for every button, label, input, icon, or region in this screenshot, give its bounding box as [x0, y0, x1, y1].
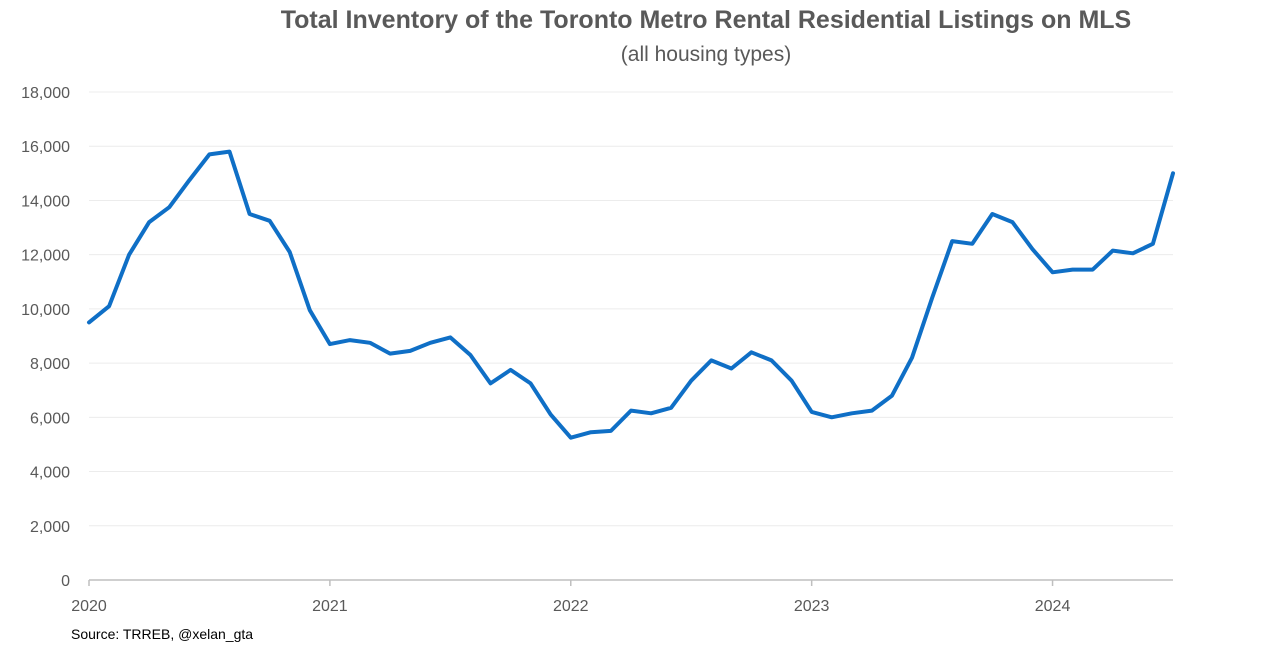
y-axis-tick-labels: 0 2,000 4,000 6,000 8,000 10,000 12,000 14,000 1… — [21, 85, 70, 590]
data-point — [629, 409, 633, 413]
data-point — [328, 342, 332, 346]
x-tick-label: 2020 — [71, 598, 107, 615]
y-tick-label: 0 — [61, 573, 70, 590]
data-point — [187, 178, 191, 182]
data-point — [127, 253, 131, 257]
y-tick-label: 14,000 — [21, 193, 70, 210]
data-point — [1171, 171, 1175, 175]
x-axis-ticks: 2020 2021 2022 2023 2024 — [71, 580, 1070, 615]
data-point — [1051, 270, 1055, 274]
data-point — [428, 341, 432, 345]
data-point — [147, 220, 151, 224]
y-tick-label: 8,000 — [30, 356, 70, 373]
data-point — [589, 430, 593, 434]
data-point — [790, 379, 794, 383]
chart-subtitle: (all housing types) — [620, 43, 792, 66]
data-point — [288, 250, 292, 254]
data-point — [990, 212, 994, 216]
data-point — [649, 411, 653, 415]
data-point — [1010, 220, 1014, 224]
y-tick-label: 18,000 — [21, 85, 70, 102]
y-tick-label: 10,000 — [21, 302, 70, 319]
series-line — [87, 149, 1175, 440]
data-point — [388, 352, 392, 356]
data-point — [910, 356, 914, 360]
data-point — [549, 413, 553, 417]
data-point — [468, 353, 472, 357]
data-point — [850, 411, 854, 415]
data-point — [890, 394, 894, 398]
data-point — [830, 415, 834, 419]
data-point — [1071, 268, 1075, 272]
x-tick-label: 2022 — [553, 598, 589, 615]
data-point — [770, 358, 774, 362]
data-point — [488, 381, 492, 385]
series-group — [87, 149, 1175, 440]
data-point — [268, 219, 272, 223]
data-point — [970, 242, 974, 246]
data-point — [1151, 242, 1155, 246]
data-point — [749, 350, 753, 354]
data-point — [1131, 251, 1135, 255]
data-point — [1030, 247, 1034, 251]
x-tick-label: 2023 — [794, 598, 830, 615]
data-point — [408, 349, 412, 353]
data-point — [248, 212, 252, 216]
data-point — [950, 239, 954, 243]
data-point — [509, 368, 513, 372]
data-point — [810, 410, 814, 414]
data-point — [308, 308, 312, 312]
data-point — [569, 436, 573, 440]
data-point — [529, 381, 533, 385]
data-point — [709, 358, 713, 362]
data-point — [1111, 249, 1115, 253]
gridlines — [89, 91, 1173, 527]
y-tick-label: 12,000 — [21, 248, 70, 265]
data-point — [348, 338, 352, 342]
x-tick-label: 2024 — [1035, 598, 1071, 615]
data-point — [368, 341, 372, 345]
data-point — [689, 379, 693, 383]
data-point — [87, 320, 91, 324]
data-point — [228, 150, 232, 154]
y-tick-label: 16,000 — [21, 139, 70, 156]
source-note: Source: TRREB, @xelan_gta — [71, 626, 254, 642]
data-point — [1091, 268, 1095, 272]
data-point — [870, 409, 874, 413]
data-point — [930, 296, 934, 300]
data-point — [448, 335, 452, 339]
data-point — [107, 304, 111, 308]
data-point — [167, 205, 171, 209]
y-tick-label: 4,000 — [30, 465, 70, 482]
x-tick-label: 2021 — [312, 598, 348, 615]
data-point — [207, 152, 211, 156]
y-tick-label: 2,000 — [30, 519, 70, 536]
data-point — [609, 429, 613, 433]
chart-title: Total Inventory of the Toronto Metro Ren… — [280, 6, 1132, 34]
data-point — [669, 406, 673, 410]
y-tick-label: 6,000 — [30, 410, 70, 427]
data-point — [729, 367, 733, 371]
